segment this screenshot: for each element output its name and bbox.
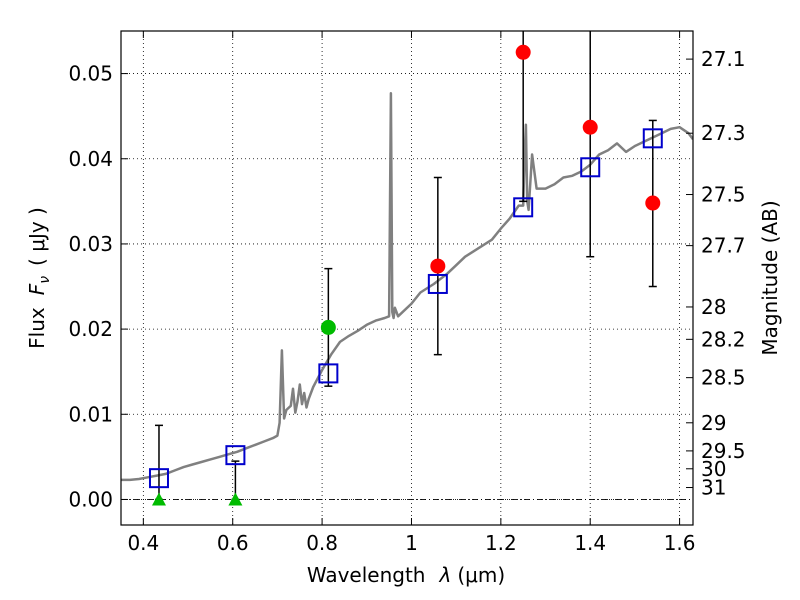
model-photometry-group bbox=[148, 128, 663, 489]
magnitude-tick-label: 30 bbox=[701, 457, 726, 481]
y-tick-label: 0.03 bbox=[68, 232, 113, 256]
y-tick-label: 0.02 bbox=[68, 317, 113, 341]
model-photometry-square bbox=[642, 128, 663, 149]
data-point bbox=[515, 44, 531, 60]
observed-points-group bbox=[151, 44, 661, 506]
magnitude-tick-label: 29.5 bbox=[701, 439, 746, 463]
x-tick-label: 0.4 bbox=[127, 531, 159, 555]
model-photometry-square bbox=[225, 445, 246, 466]
model-spectrum-group bbox=[121, 91, 693, 482]
data-point bbox=[582, 119, 598, 135]
upper-limit-marker bbox=[228, 492, 243, 506]
x-tick-label: 0.6 bbox=[217, 531, 249, 555]
y-tick-label: 0.00 bbox=[68, 487, 113, 511]
data-point bbox=[645, 195, 661, 211]
plot-frame bbox=[120, 30, 694, 526]
y-tick-label: 0.05 bbox=[68, 62, 113, 86]
y-axis-label: FluxFν( μJy ) bbox=[25, 207, 53, 349]
model-photometry-square bbox=[427, 273, 448, 294]
model-spectrum-line bbox=[121, 91, 693, 482]
model-photometry-square bbox=[148, 468, 169, 489]
magnitude-tick-label: 27.3 bbox=[701, 121, 746, 145]
magnitude-tick-label: 29 bbox=[701, 411, 726, 435]
magnitude-axis-label: Magnitude (AB) bbox=[758, 200, 782, 355]
x-tick-label: 1.4 bbox=[574, 531, 606, 555]
magnitude-tick-label: 27.1 bbox=[701, 47, 746, 71]
upper-limit-marker bbox=[151, 492, 166, 506]
x-tick-label: 1 bbox=[405, 531, 418, 555]
x-axis-ticks: 0.4 0.6 0.8 1 1.2 1.4 1.6 bbox=[127, 31, 696, 555]
magnitude-tick-label: 28 bbox=[701, 295, 726, 319]
magnitude-tick-label: 27.7 bbox=[701, 234, 746, 258]
model-photometry-square bbox=[580, 157, 601, 178]
y-axis-ticks: 0.00 0.01 0.02 0.03 0.04 0.05 bbox=[68, 62, 128, 511]
magnitude-tick-label: 28.2 bbox=[701, 327, 746, 351]
x-axis-label: Wavelength λ (μm) bbox=[307, 563, 505, 587]
data-point bbox=[320, 319, 336, 335]
x-tick-label: 1.2 bbox=[485, 531, 517, 555]
magnitude-tick-label: 27.5 bbox=[701, 183, 746, 207]
x-tick-label: 0.8 bbox=[306, 531, 338, 555]
model-photometry-square bbox=[318, 363, 339, 384]
plot-area bbox=[121, 31, 693, 525]
x-tick-label: 1.6 bbox=[664, 531, 696, 555]
data-point bbox=[430, 258, 446, 274]
y-tick-label: 0.01 bbox=[68, 402, 113, 426]
magnitude-tick-label: 31 bbox=[701, 476, 726, 500]
y-tick-label: 0.04 bbox=[68, 147, 113, 171]
model-photometry-square bbox=[513, 197, 534, 218]
magnitude-tick-label: 28.5 bbox=[701, 366, 746, 390]
